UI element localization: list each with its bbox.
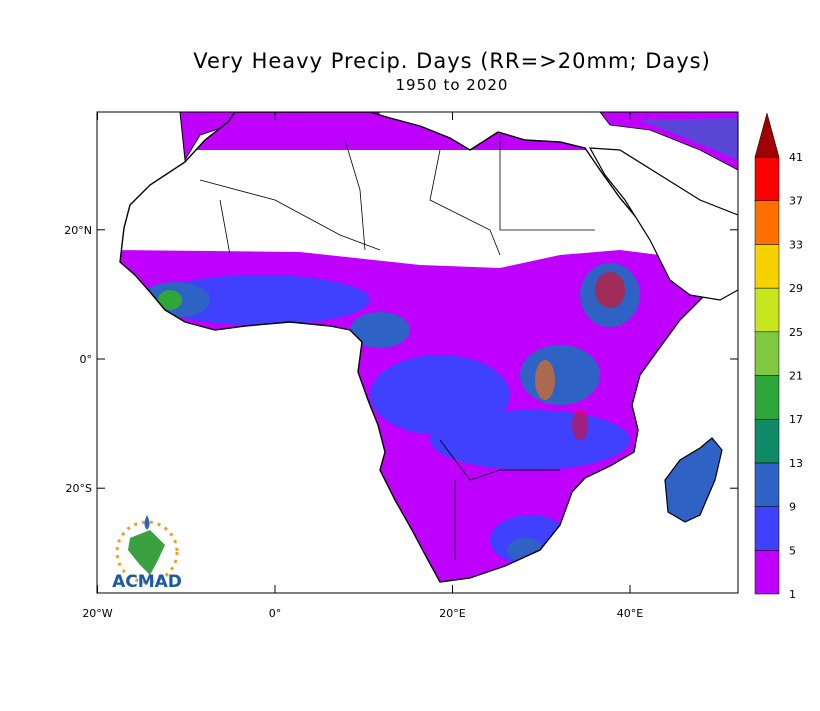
lon-label: 20°W: [82, 607, 112, 620]
colorbar-segment: [754, 244, 780, 289]
logo: ACMAD: [112, 515, 182, 592]
map-title: Very Heavy Precip. Days (RR=>20mm; Days): [193, 49, 711, 73]
madagascar: [664, 437, 723, 523]
lat-label: 20°N: [64, 224, 92, 237]
colorbar-label: 17: [789, 413, 803, 426]
lat-label: 0°: [80, 353, 93, 366]
colorbar-label: 25: [789, 326, 803, 339]
asia-minor-wet: [640, 118, 738, 160]
colorbar-label: 21: [789, 370, 803, 383]
colorbar-segment: [754, 156, 780, 201]
colorbar-label: 37: [789, 195, 803, 208]
lat-label: 20°S: [66, 482, 92, 495]
colorbar-label: 9: [789, 501, 796, 514]
colorbar-segment: [754, 200, 780, 245]
lon-label: 20°E: [439, 607, 465, 620]
lon-label: 0°: [269, 607, 282, 620]
colorbar-segment: [754, 331, 780, 376]
colorbar-label: 33: [789, 238, 803, 251]
colorbar-label: 29: [789, 282, 803, 295]
colorbar-segment: [754, 375, 780, 420]
colorbar-segment: [754, 506, 780, 551]
borders: [199, 135, 595, 560]
map-area: [119, 112, 738, 583]
map-subtitle: 1950 to 2020: [396, 76, 509, 94]
logo-text: ACMAD: [112, 572, 182, 592]
colorbar-label: 41: [789, 151, 803, 164]
map-frame: [96, 111, 739, 594]
colorbar-label: 5: [789, 544, 796, 557]
colorbar-segment: [754, 550, 780, 595]
colorbar-segment: [754, 418, 780, 464]
colorbar-label: 13: [789, 457, 803, 470]
lon-label: 40°E: [617, 607, 643, 620]
colorbar-segment: [754, 287, 780, 333]
arabia: [588, 147, 738, 301]
colorbar-segment: [754, 462, 780, 507]
colorbar-label: 1: [789, 588, 796, 601]
colorbar-over: [754, 112, 780, 158]
